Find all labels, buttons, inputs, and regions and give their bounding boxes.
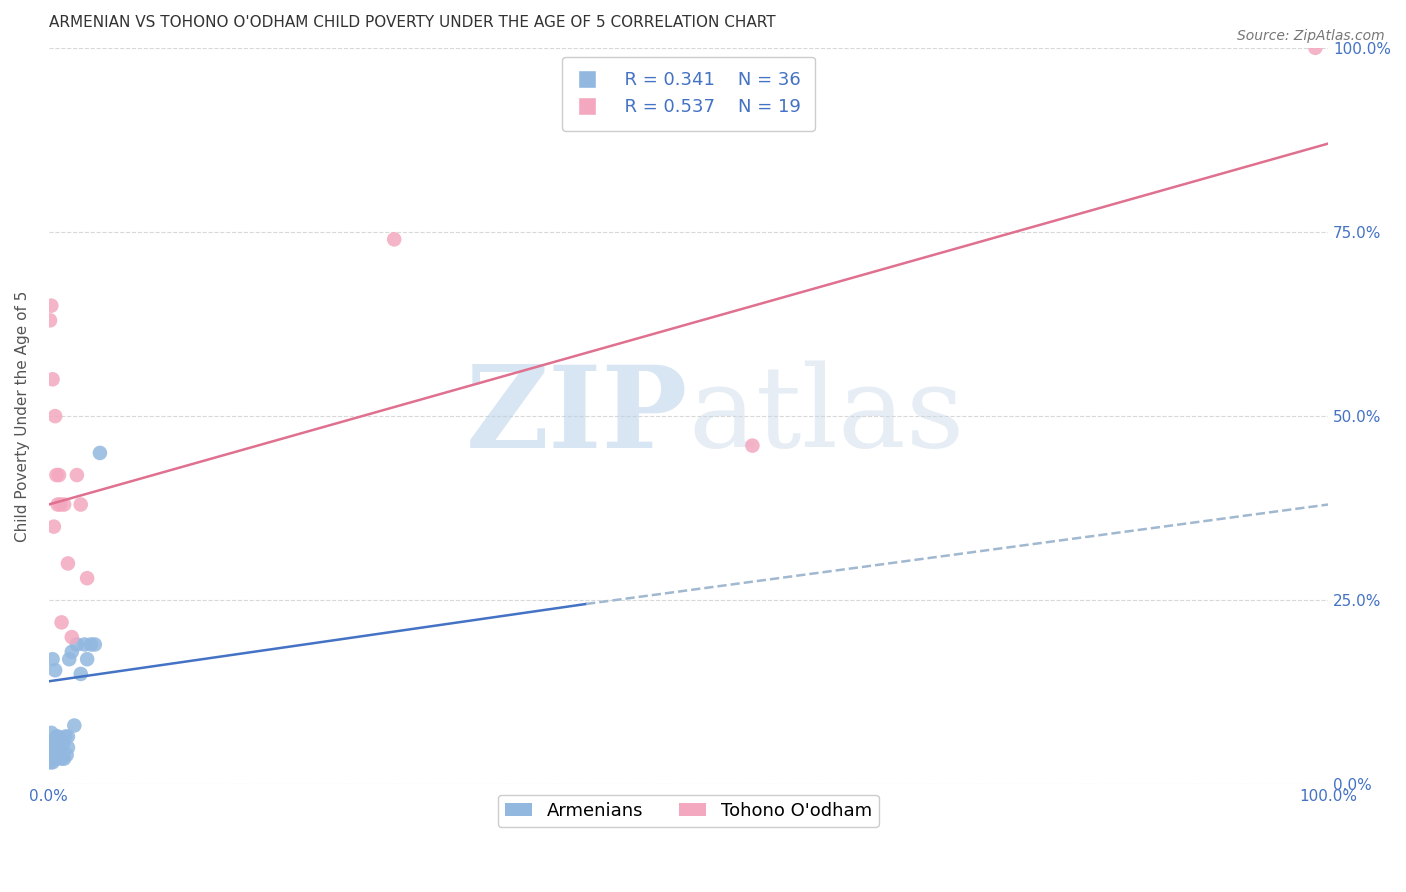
Text: ZIP: ZIP: [467, 360, 689, 472]
Point: [39, 747, 62, 762]
Text: ARMENIAN VS TOHONO O'ODHAM CHILD POVERTY UNDER THE AGE OF 5 CORRELATION CHART: ARMENIAN VS TOHONO O'ODHAM CHILD POVERTY…: [49, 15, 775, 30]
Point: [44, 744, 66, 758]
Y-axis label: Child Poverty Under the Age of 5: Child Poverty Under the Age of 5: [15, 291, 30, 541]
Point: [45, 468, 67, 483]
Point: [44, 752, 66, 766]
Point: [66, 468, 89, 483]
Text: Source: ZipAtlas.com: Source: ZipAtlas.com: [1237, 29, 1385, 44]
Point: [49, 498, 72, 512]
Point: [39, 313, 62, 327]
Legend: Armenians, Tohono O'odham: Armenians, Tohono O'odham: [498, 795, 879, 827]
Point: [69, 498, 91, 512]
Point: [53, 498, 76, 512]
Point: [76, 652, 98, 666]
Point: [60, 630, 83, 644]
Point: [1305, 41, 1327, 55]
Point: [44, 409, 66, 424]
Point: [51, 747, 73, 762]
Point: [56, 740, 79, 755]
Point: [73, 638, 96, 652]
Point: [66, 638, 89, 652]
Point: [741, 439, 763, 453]
Point: [53, 752, 76, 766]
Point: [48, 740, 70, 755]
Point: [42, 733, 65, 747]
Point: [69, 667, 91, 681]
Point: [46, 730, 69, 744]
Point: [39, 726, 62, 740]
Point: [45, 752, 67, 766]
Point: [60, 645, 83, 659]
Point: [55, 730, 77, 744]
Point: [382, 232, 405, 246]
Point: [39, 299, 62, 313]
Point: [41, 756, 63, 770]
Point: [76, 571, 98, 585]
Point: [48, 468, 70, 483]
Point: [49, 733, 72, 747]
Point: [56, 557, 79, 571]
Point: [45, 730, 67, 744]
Point: [46, 744, 69, 758]
Point: [58, 652, 80, 666]
Point: [52, 737, 75, 751]
Point: [63, 718, 86, 732]
Point: [56, 730, 79, 744]
Text: atlas: atlas: [689, 361, 965, 471]
Point: [89, 446, 111, 460]
Point: [51, 615, 73, 630]
Point: [39, 740, 62, 755]
Point: [41, 652, 63, 666]
Point: [42, 519, 65, 533]
Point: [41, 372, 63, 386]
Point: [55, 747, 77, 762]
Point: [80, 638, 103, 652]
Point: [39, 756, 62, 770]
Point: [44, 663, 66, 677]
Point: [46, 498, 69, 512]
Point: [41, 740, 63, 755]
Point: [42, 747, 65, 762]
Point: [51, 752, 73, 766]
Point: [83, 638, 105, 652]
